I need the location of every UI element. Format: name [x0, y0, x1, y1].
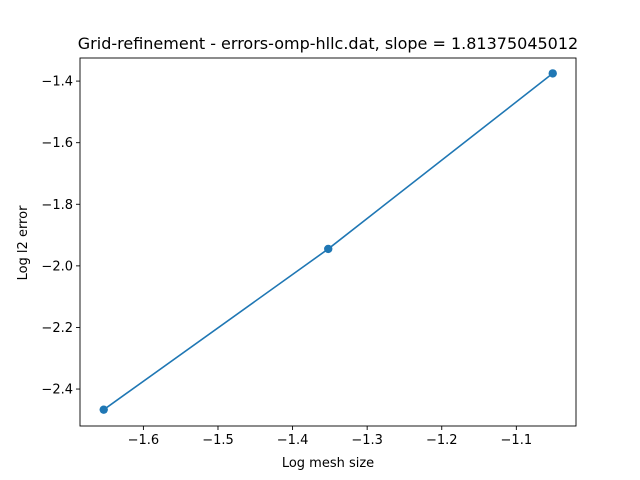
y-tick-label: −1.8: [41, 198, 73, 213]
x-tick-label: −1.6: [128, 433, 160, 448]
x-tick-label: −1.1: [501, 433, 533, 448]
chart-title: Grid-refinement - errors-omp-hllc.dat, s…: [78, 34, 578, 53]
y-tick-label: −1.4: [41, 75, 73, 90]
y-axis-label: Log l2 error: [16, 205, 31, 280]
axes-frame: [79, 57, 577, 427]
x-tick-label: −1.4: [277, 433, 309, 448]
x-axis-label: Log mesh size: [282, 456, 374, 471]
x-tick-label: −1.3: [351, 433, 383, 448]
y-tick-label: −2.0: [41, 259, 73, 274]
x-tick-label: −1.5: [202, 433, 234, 448]
data-point: [99, 405, 108, 414]
x-tick-label: −1.2: [426, 433, 458, 448]
y-tick-label: −1.6: [41, 136, 73, 151]
data-point: [548, 69, 557, 78]
plot-area: −1.6 −1.5 −1.4 −1.3 −1.2 −1.1 −2.4 −2.2 −2.0 −1.8…: [41, 57, 577, 448]
y-tick-label: −2.2: [41, 321, 73, 336]
y-tick-label: −2.4: [41, 383, 73, 398]
data-point: [324, 244, 333, 254]
